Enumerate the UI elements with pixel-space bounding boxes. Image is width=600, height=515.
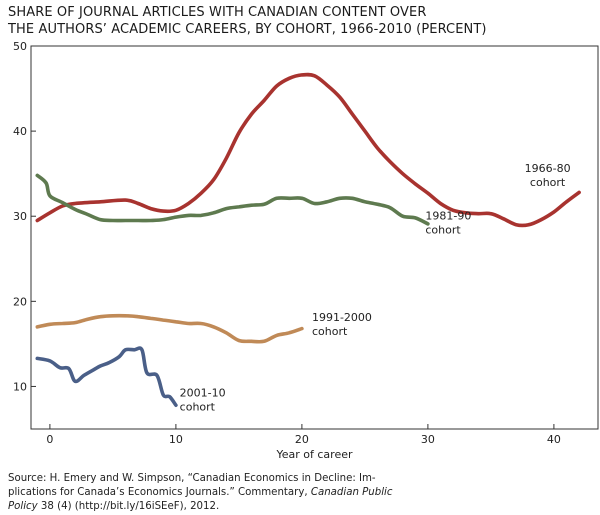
source-journal-1: Canadian Public: [310, 487, 393, 498]
x-tick-label: 20: [295, 433, 309, 446]
source-line-3: Policy 38 (4) (http://bit.ly/16iSEeF), 2…: [8, 500, 598, 514]
x-tick-label: 10: [169, 433, 183, 446]
series-label-1991-2000-cohort: cohort: [312, 325, 348, 338]
x-tick-label: 30: [421, 433, 435, 446]
series-label-1981-90-cohort: 1981-90: [425, 210, 471, 223]
series-line-1991-2000-cohort: [35, 313, 304, 344]
series-labels: 1966-80cohort1981-90cohort1991-2000cohor…: [180, 162, 571, 414]
plot-frame: [30, 45, 599, 430]
source-journal-2: Policy: [8, 501, 38, 512]
source-line-2: plications for Canada’s Economics Journa…: [8, 486, 598, 500]
x-tick-label: 40: [547, 433, 561, 446]
chart-subtitle: THE AUTHORS’ ACADEMIC CAREERS, BY COHORT…: [8, 22, 487, 37]
series-label-2001-10-cohort: 2001-10: [180, 387, 226, 400]
series-line-1966-80-cohort: [35, 72, 581, 228]
series-label-1966-80-cohort: cohort: [530, 176, 566, 189]
y-tick-label: 10: [13, 380, 27, 393]
chart-title: SHARE OF JOURNAL ARTICLES WITH CANADIAN …: [8, 5, 427, 20]
series-label-1966-80-cohort: 1966-80: [525, 162, 571, 175]
series-label-1981-90-cohort: cohort: [425, 224, 461, 237]
source-note: Source: H. Emery and W. Simpson, “Canadi…: [8, 472, 598, 514]
series-label-1991-2000-cohort: 1991-2000: [312, 311, 372, 324]
y-tick-label: 20: [13, 295, 27, 308]
x-axis-label: Year of career: [275, 448, 352, 461]
source-text-2: plications for Canada’s Economics Journa…: [8, 487, 308, 498]
x-tick-label: 0: [46, 433, 53, 446]
source-line-1: Source: H. Emery and W. Simpson, “Canadi…: [8, 473, 376, 484]
y-tick-label: 30: [13, 210, 27, 223]
series-label-2001-10-cohort: cohort: [180, 401, 216, 414]
series-layer: [35, 72, 581, 407]
source-text-3: 38 (4) (http://bit.ly/16iSEeF), 2012.: [40, 501, 220, 512]
y-tick-label: 40: [13, 125, 27, 138]
series-line-2001-10-cohort: [35, 346, 178, 407]
series-line-1981-90-cohort: [35, 173, 430, 226]
y-tick-label: 50: [13, 40, 27, 53]
axes: 10 20 30 40 50 0 10 20 30 40 Year of career: [13, 40, 599, 461]
